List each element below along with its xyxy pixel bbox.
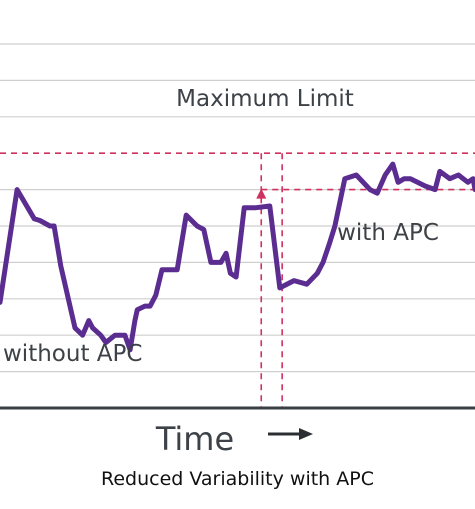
with-apc-annotation: with APC (337, 220, 439, 246)
x-axis-label: Time (155, 420, 234, 458)
chart-svg: Maximum Limit with APC without APC Time (0, 43, 475, 458)
time-arrow-icon (268, 428, 313, 440)
limit-lines (0, 152, 475, 408)
without-apc-annotation: without APC (3, 341, 142, 367)
series-group (0, 161, 475, 353)
series-line-1 (0, 161, 475, 353)
apc-arrowhead-icon (256, 188, 267, 199)
figure-caption: Reduced Variability with APC (101, 468, 374, 490)
maximum-limit-label: Maximum Limit (176, 86, 354, 112)
